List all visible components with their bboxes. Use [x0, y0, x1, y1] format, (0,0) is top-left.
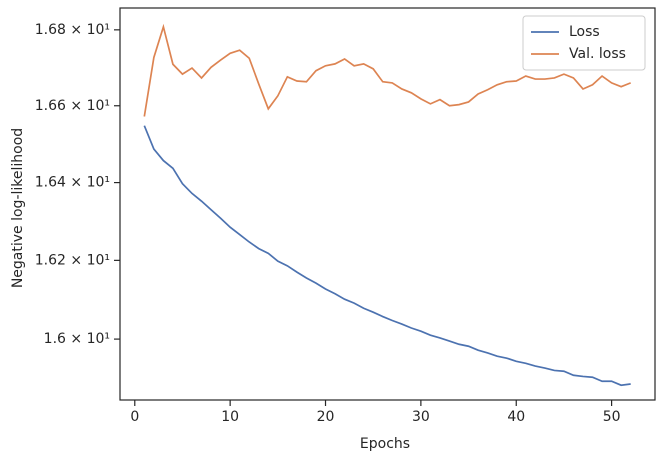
x-tick-label: 40	[507, 409, 525, 425]
y-tick-label: 1.62 × 10¹	[35, 252, 110, 268]
x-tick-label: 50	[603, 409, 621, 425]
plot-frame	[119, 7, 656, 401]
x-tick-label: 20	[317, 409, 335, 425]
y-tick-label: 1.66 × 10¹	[35, 98, 110, 114]
legend-label: Loss	[569, 24, 600, 40]
x-axis-label: Epochs	[360, 436, 410, 452]
y-tick-label: 1.68 × 10¹	[35, 22, 110, 38]
x-tick-label: 10	[221, 409, 239, 425]
legend-label: Val. loss	[569, 46, 626, 62]
y-tick-label: 1.64 × 10¹	[35, 175, 110, 191]
x-tick-label: 30	[412, 409, 430, 425]
legend-box	[522, 15, 646, 71]
line	[143, 23, 631, 117]
line	[143, 125, 631, 387]
y-axis-label: Negative log-likelihood	[10, 128, 26, 288]
x-tick-label: 0	[130, 409, 139, 425]
y-tick-label: 1.6 × 10¹	[44, 331, 110, 347]
legend: Loss Val. loss	[522, 15, 646, 71]
